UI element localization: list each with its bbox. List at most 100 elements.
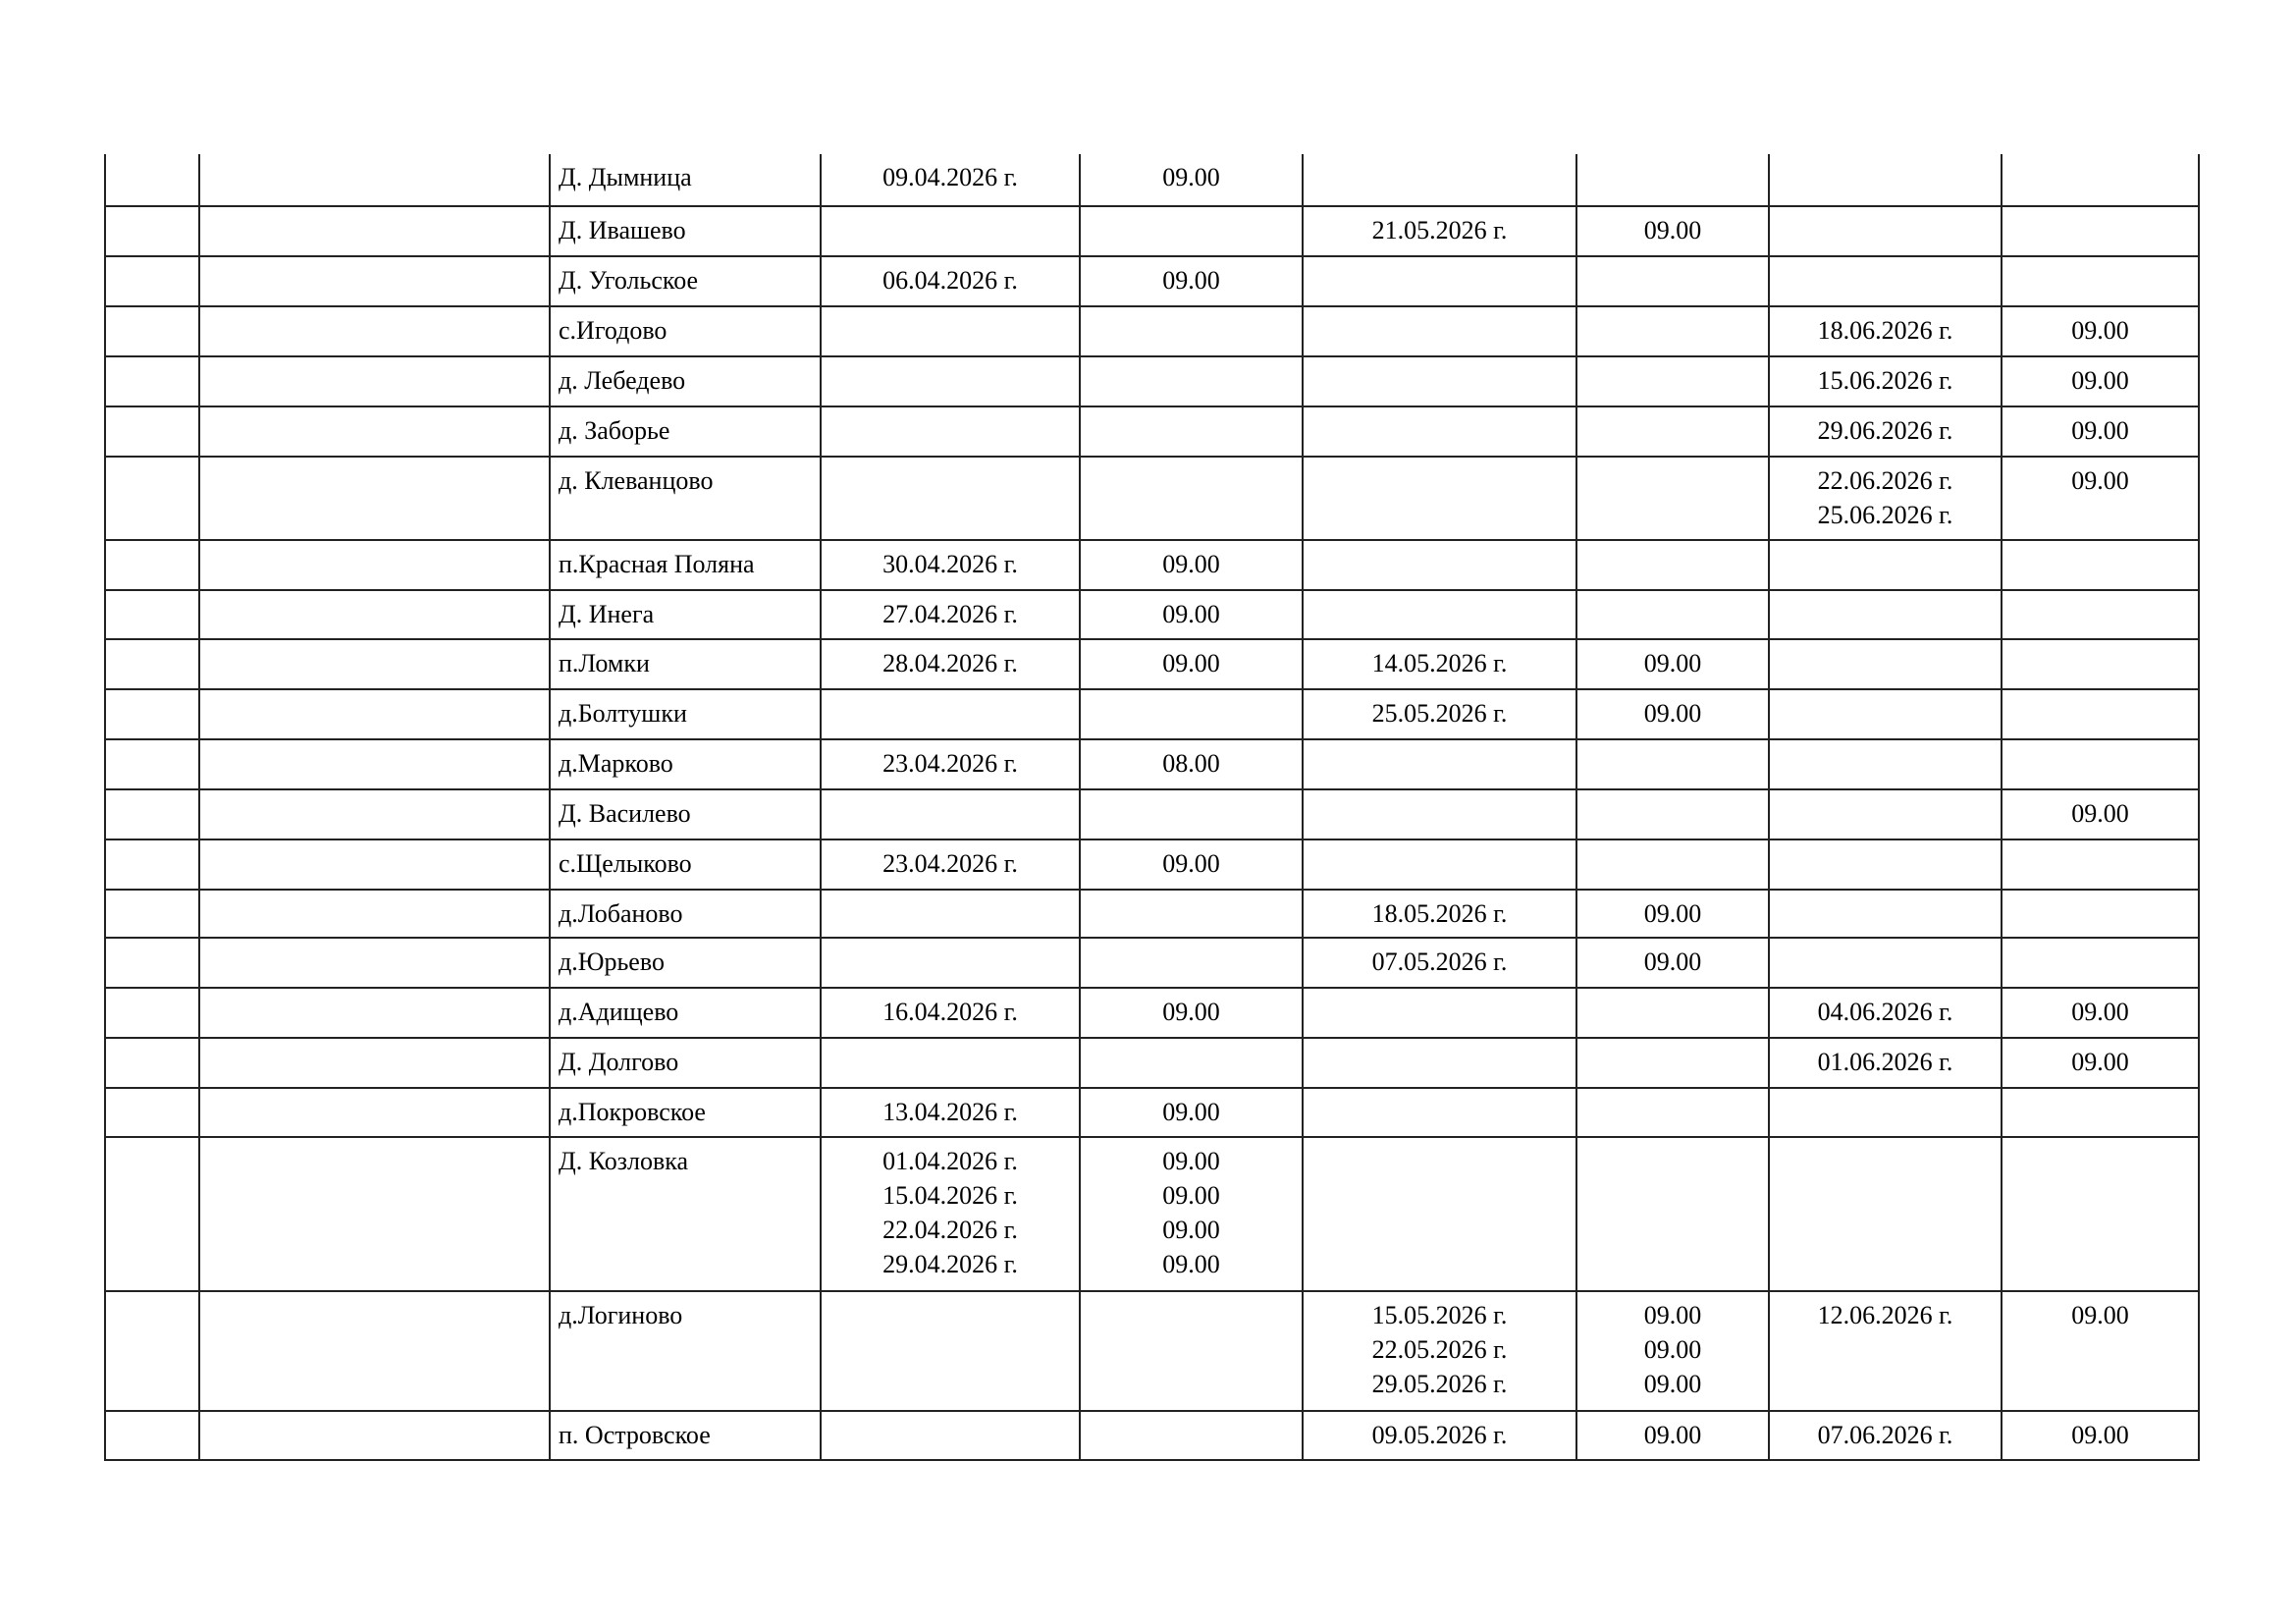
date-april-cell (820, 205, 1081, 257)
number-cell (104, 154, 200, 207)
time-june-cell (2001, 539, 2200, 591)
time-june-cell (2001, 1087, 2200, 1138)
date-april-cell (820, 305, 1081, 357)
district-cell (198, 406, 551, 458)
time-april-cell (1079, 1410, 1304, 1461)
table-row: Д. Дымница 09.04.2026 г. 09.00 (104, 154, 2200, 207)
time-june-cell (2001, 889, 2200, 939)
time-april-cell (1079, 688, 1304, 740)
time-june-cell: 09.00 (2001, 788, 2200, 840)
table-row: д.Лобаново 18.05.2026 г. 09.00 (104, 889, 2200, 939)
district-cell (198, 589, 551, 640)
time-june-cell (2001, 937, 2200, 989)
number-cell (104, 688, 200, 740)
district-cell (198, 1136, 551, 1292)
district-cell (198, 738, 551, 790)
time-april-cell (1079, 355, 1304, 407)
date-may-cell (1302, 589, 1577, 640)
date-april-cell: 01.04.2026 г. 15.04.2026 г. 22.04.2026 г… (820, 1136, 1081, 1292)
schedule-body: Д. Дымница 09.04.2026 г. 09.00 Д. Ивашево 21… (104, 154, 2200, 1461)
date-april-cell: 27.04.2026 г. (820, 589, 1081, 640)
table-row: д. Клеванцово 22.06.2026 г. 25.06.2026 г.… (104, 456, 2200, 541)
date-may-cell: 07.05.2026 г. (1302, 937, 1577, 989)
date-june-cell (1768, 788, 2002, 840)
district-cell (198, 355, 551, 407)
place-cell: Д. Козловка (549, 1136, 822, 1292)
date-june-cell (1768, 839, 2002, 891)
date-june-cell (1768, 1087, 2002, 1138)
date-april-cell (820, 456, 1081, 541)
time-may-cell (1575, 839, 1770, 891)
date-april-cell (820, 406, 1081, 458)
time-may-cell: 09.00 (1575, 688, 1770, 740)
table-row: с.Игодово 18.06.2026 г. 09.00 (104, 305, 2200, 357)
time-may-cell: 09.00 (1575, 937, 1770, 989)
date-june-cell (1768, 154, 2002, 207)
date-may-cell (1302, 1136, 1577, 1292)
time-may-cell (1575, 738, 1770, 790)
time-april-cell (1079, 406, 1304, 458)
time-june-cell (2001, 154, 2200, 207)
date-june-cell (1768, 937, 2002, 989)
time-april-cell: 09.00 (1079, 255, 1304, 307)
district-cell (198, 987, 551, 1039)
time-june-cell (2001, 738, 2200, 790)
table-row: д.Адищево 16.04.2026 г. 09.00 04.06.2026 г.… (104, 987, 2200, 1039)
date-may-cell (1302, 305, 1577, 357)
place-cell: п.Ломки (549, 638, 822, 690)
place-cell: Д. Ивашево (549, 205, 822, 257)
table-row: Д. Угольское 06.04.2026 г. 09.00 (104, 255, 2200, 307)
district-cell (198, 889, 551, 939)
place-cell: д.Лобаново (549, 889, 822, 939)
time-june-cell: 09.00 (2001, 305, 2200, 357)
time-may-cell (1575, 406, 1770, 458)
district-cell (198, 937, 551, 989)
place-cell: с.Щелыково (549, 839, 822, 891)
time-april-cell (1079, 205, 1304, 257)
time-april-cell: 09.00 (1079, 589, 1304, 640)
date-april-cell (820, 889, 1081, 939)
number-cell (104, 305, 200, 357)
time-may-cell (1575, 305, 1770, 357)
time-april-cell (1079, 1290, 1304, 1412)
date-april-cell: 23.04.2026 г. (820, 839, 1081, 891)
time-april-cell (1079, 456, 1304, 541)
date-may-cell (1302, 839, 1577, 891)
time-may-cell (1575, 1037, 1770, 1089)
time-june-cell: 09.00 (2001, 987, 2200, 1039)
date-april-cell (820, 788, 1081, 840)
date-april-cell: 13.04.2026 г. (820, 1087, 1081, 1138)
date-may-cell: 09.05.2026 г. (1302, 1410, 1577, 1461)
date-may-cell: 21.05.2026 г. (1302, 205, 1577, 257)
time-may-cell (1575, 987, 1770, 1039)
place-cell: д.Логиново (549, 1290, 822, 1412)
time-may-cell (1575, 456, 1770, 541)
number-cell (104, 255, 200, 307)
number-cell (104, 1136, 200, 1292)
number-cell (104, 456, 200, 541)
time-may-cell: 09.00 (1575, 1410, 1770, 1461)
place-cell: с.Игодово (549, 305, 822, 357)
place-cell: д.Покровское (549, 1087, 822, 1138)
time-june-cell: 09.00 (2001, 406, 2200, 458)
time-june-cell (2001, 255, 2200, 307)
date-may-cell (1302, 355, 1577, 407)
table-row: д.Юрьево 07.05.2026 г. 09.00 (104, 937, 2200, 989)
time-may-cell: 09.00 09.00 09.00 (1575, 1290, 1770, 1412)
place-cell: п. Островское (549, 1410, 822, 1461)
table-row: Д. Инега 27.04.2026 г. 09.00 (104, 589, 2200, 640)
district-cell (198, 255, 551, 307)
number-cell (104, 1037, 200, 1089)
place-cell: п.Красная Поляна (549, 539, 822, 591)
date-june-cell (1768, 688, 2002, 740)
time-april-cell (1079, 937, 1304, 989)
number-cell (104, 1087, 200, 1138)
date-may-cell (1302, 1087, 1577, 1138)
number-cell (104, 406, 200, 458)
time-june-cell (2001, 839, 2200, 891)
date-june-cell (1768, 589, 2002, 640)
date-april-cell: 30.04.2026 г. (820, 539, 1081, 591)
number-cell (104, 1290, 200, 1412)
place-cell: д.Юрьево (549, 937, 822, 989)
date-may-cell (1302, 456, 1577, 541)
